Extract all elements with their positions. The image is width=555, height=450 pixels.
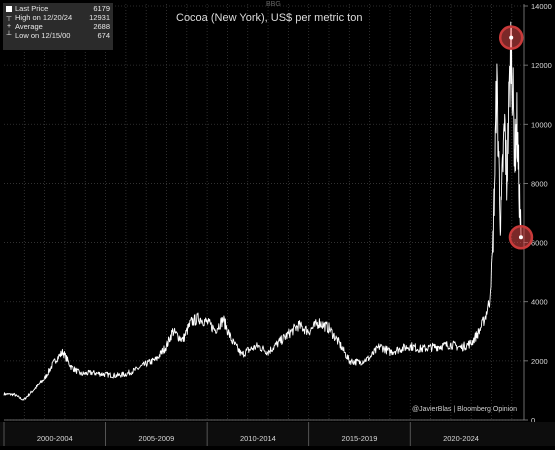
legend-label: Low on 12/15/00 <box>15 31 71 40</box>
highlight-point <box>509 35 514 40</box>
legend-value: 674 <box>97 31 110 40</box>
chart-annotations <box>498 25 534 250</box>
chart-grid <box>4 4 524 421</box>
y-tick-label: 2000 <box>531 357 548 366</box>
legend-row-low: ┴ Low on 12/15/00 674 <box>6 31 110 40</box>
legend-row-average: + Average 2688 <box>6 22 110 31</box>
legend-label: High on 12/20/24 <box>15 13 73 22</box>
x-tick-label: 2020-2024 <box>443 434 479 443</box>
average-marker-icon: + <box>6 23 12 30</box>
y-tick-label: 8000 <box>531 179 548 188</box>
y-tick-label: 14000 <box>531 2 552 11</box>
legend-value: 2688 <box>93 22 110 31</box>
chart-credit: @JavierBlas | Bloomberg Opinion <box>412 406 518 413</box>
y-tick-label: 12000 <box>531 61 552 70</box>
x-tick-label: 2000-2004 <box>37 434 73 443</box>
top-tag: BBG <box>266 1 281 8</box>
legend-value: 12931 <box>89 13 110 22</box>
y-tick-label: 6000 <box>531 239 548 248</box>
chart-title: Cocoa (New York), US$ per metric ton <box>176 12 363 24</box>
legend-row-last-price: Last Price 6179 <box>6 4 110 13</box>
series-line <box>3 21 522 401</box>
y-tick-label: 0 <box>531 416 535 425</box>
y-tick-label: 4000 <box>531 298 548 307</box>
last-price-swatch <box>6 5 12 12</box>
chart-series <box>3 21 522 401</box>
x-axis-band <box>0 422 555 446</box>
legend-label: Average <box>15 22 43 31</box>
x-tick-label: 2010-2014 <box>240 434 276 443</box>
legend-row-high: ┬ High on 12/20/24 12931 <box>6 13 110 22</box>
y-tick-label: 10000 <box>531 120 552 129</box>
x-tick-label: 2015-2019 <box>342 434 378 443</box>
legend-label: Last Price <box>15 4 49 13</box>
high-marker-icon: ┬ <box>6 14 12 21</box>
x-tick-label: 2005-2009 <box>138 434 174 443</box>
low-marker-icon: ┴ <box>6 32 12 39</box>
highlight-point <box>518 235 523 240</box>
legend: Last Price 6179 ┬ High on 12/20/24 12931 … <box>3 3 113 50</box>
legend-value: 6179 <box>93 4 110 13</box>
